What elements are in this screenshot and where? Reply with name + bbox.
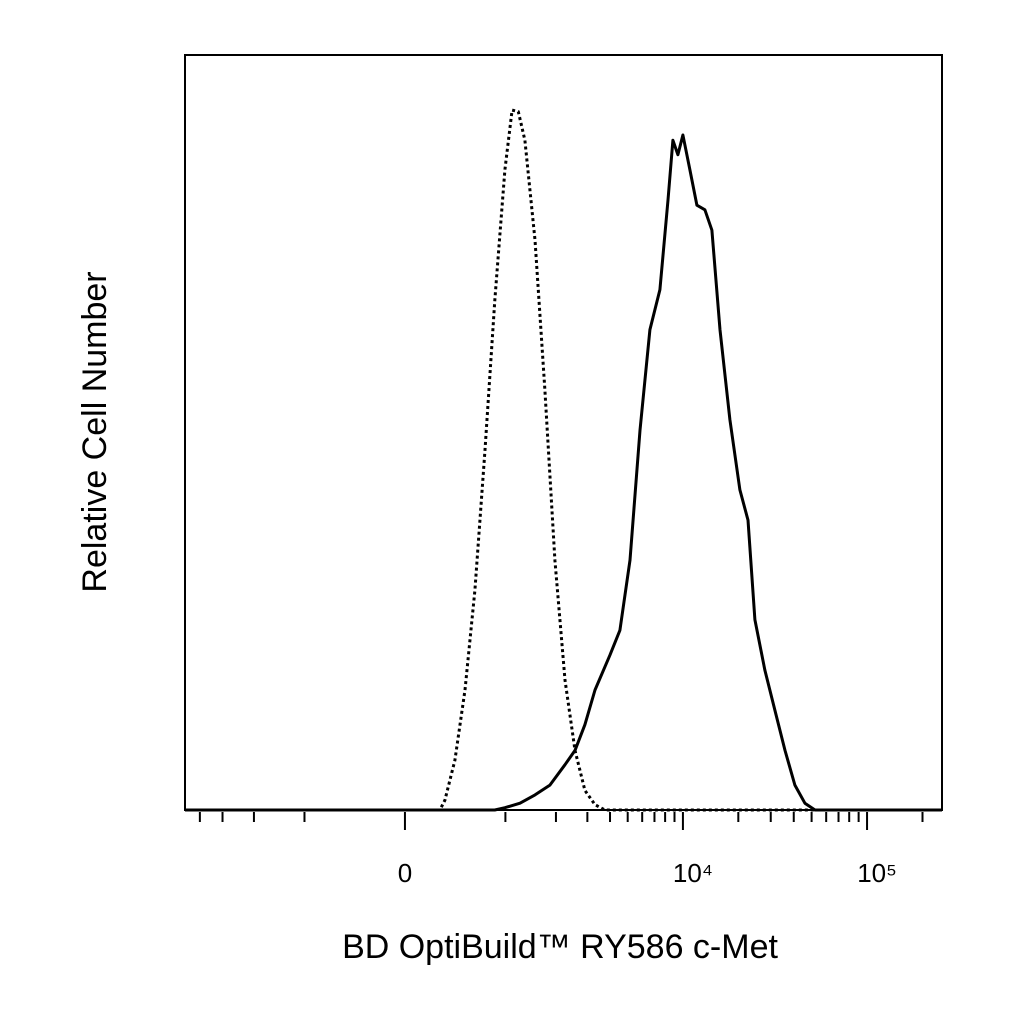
x-tick-label: 10⁵	[857, 858, 897, 888]
y-axis-label: Relative Cell Number	[76, 271, 114, 592]
x-tick-label: 10⁴	[673, 858, 713, 888]
x-tick-label: 0	[398, 858, 412, 888]
plot-frame	[184, 54, 943, 811]
histogram-line	[185, 108, 942, 812]
histogram-line	[185, 133, 942, 812]
x-axis-label: BD OptiBuild™ RY586 c-Met	[342, 928, 778, 966]
